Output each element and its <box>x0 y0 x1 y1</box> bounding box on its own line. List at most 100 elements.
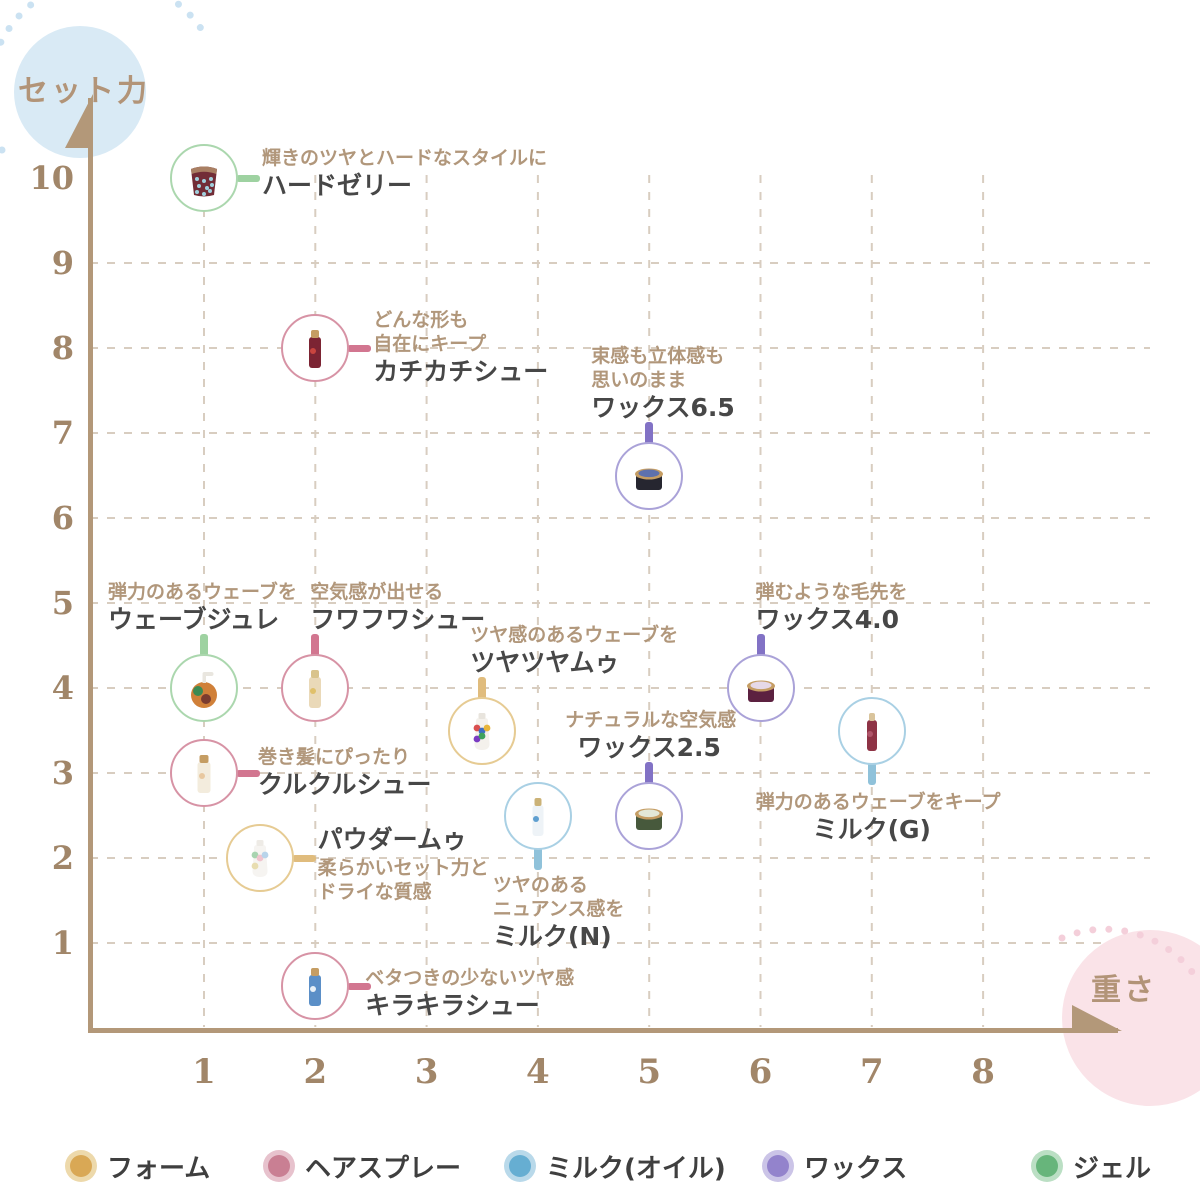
legend-dot <box>762 1150 794 1182</box>
product-marker[interactable] <box>281 654 350 722</box>
product-icon <box>635 468 664 490</box>
legend-label: ジェル <box>1073 1153 1152 1184</box>
product-connector <box>236 175 260 182</box>
product-connector <box>200 634 208 657</box>
y-tick-label: 5 <box>51 584 74 622</box>
product-icon <box>251 840 269 877</box>
product-marker[interactable] <box>615 781 684 850</box>
product-desc: 自在にキープ <box>373 333 487 355</box>
product-name: パウダームゥ <box>317 825 467 854</box>
legend-label: ヘアスプレー <box>305 1153 462 1184</box>
product-marker[interactable] <box>837 696 906 765</box>
legend-item: フォーム <box>65 1149 210 1184</box>
product-desc: ニュアンス感を <box>492 897 625 920</box>
product-icon <box>635 808 664 830</box>
product-label: ツヤのある ニュアンス感を ミルク(N) <box>493 873 624 953</box>
product-icon <box>473 712 491 750</box>
product-desc: ツヤ感のあるウェーブを <box>470 623 679 646</box>
product-desc: 巻き髪にぴったり <box>258 746 411 768</box>
product-connector <box>645 421 654 445</box>
product-label: 弾むような毛先を ワックス4.0 <box>756 580 908 636</box>
y-tick-label: 3 <box>51 754 74 792</box>
x-tick-label: 6 <box>748 1052 773 1092</box>
product-marker[interactable] <box>726 654 795 722</box>
product-label: どんな形も 自在にキープ カチカチシュー <box>373 308 548 388</box>
product-marker[interactable] <box>503 781 572 850</box>
product-marker[interactable] <box>170 654 238 722</box>
product-icon <box>191 672 217 708</box>
product-label: 弾力のあるウェーブをキープ ミルク(G) <box>755 790 1001 846</box>
product-desc: どんな形も <box>373 309 469 331</box>
product-name: ツヤツヤムゥ <box>470 647 620 677</box>
product-name: ミルク(N) <box>492 921 612 951</box>
product-icon <box>191 166 217 197</box>
y-axis-bubble <box>14 26 146 158</box>
product-marker[interactable] <box>281 314 350 382</box>
x-tick-label: 8 <box>971 1052 995 1092</box>
product-label: 弾力のあるウェーブを ウェーブジュレ <box>108 580 297 636</box>
product-label: ベタつきの少ないツヤ感 キラキラシュー <box>365 966 574 1022</box>
y-axis-arrow <box>65 94 93 148</box>
x-tick-label: 4 <box>526 1052 550 1092</box>
product-connector <box>347 982 372 990</box>
product-name: ミルク(G) <box>812 814 931 844</box>
y-tick-label: 1 <box>51 924 74 962</box>
product-connector <box>311 634 320 657</box>
legend-dot <box>263 1150 295 1182</box>
product-icon <box>532 797 544 836</box>
product-icon <box>309 967 322 1006</box>
product-name: キラキラシュー <box>365 990 540 1020</box>
product-icon <box>866 712 877 751</box>
product-name: ウェーブジュレ <box>108 605 280 634</box>
product-label: 空気感が出せる フワフワシュー <box>310 580 485 636</box>
product-desc: 弾力のあるウェーブをキープ <box>755 790 1001 813</box>
product-desc: ドライな質感 <box>317 881 432 903</box>
y-tick-label: 10 <box>29 159 74 197</box>
legend-label: ミルク(オイル) <box>546 1153 726 1184</box>
legend-item: ヘアスプレー <box>263 1149 462 1184</box>
legend-dot <box>65 1150 97 1182</box>
y-tick-label: 7 <box>51 414 74 452</box>
product-icon <box>309 670 322 708</box>
product-label: 束感も立体感も 思いのまま ワックス6.5 <box>591 344 735 424</box>
product-marker[interactable] <box>225 824 294 892</box>
legend-dot <box>1031 1150 1063 1182</box>
product-label: ツヤ感のあるウェーブを ツヤツヤムゥ <box>470 623 678 679</box>
product-desc: 束感も立体感も <box>591 344 725 367</box>
x-tick-label: 5 <box>637 1052 662 1092</box>
x-tick-label: 7 <box>859 1052 884 1092</box>
product-marker[interactable] <box>281 951 350 1020</box>
product-label: パウダームゥ柔らかいセット力と ドライな質感 <box>318 824 489 904</box>
product-marker[interactable] <box>615 441 684 510</box>
product-connector <box>478 676 487 700</box>
y-tick-label: 4 <box>51 669 74 707</box>
product-marker[interactable] <box>170 144 238 212</box>
product-connector <box>756 634 765 657</box>
y-axis-label: セット力 <box>18 74 150 109</box>
product-name: クルクルシュー <box>258 770 432 799</box>
product-icon <box>197 755 211 793</box>
y-tick-label: 6 <box>51 499 74 537</box>
y-tick-label: 2 <box>51 839 74 877</box>
product-marker[interactable] <box>170 739 238 807</box>
product-connector <box>347 345 372 352</box>
legend-item: ミルク(オイル) <box>504 1149 726 1184</box>
product-name: ワックス4.0 <box>755 605 900 634</box>
product-label: 巻き髪にぴったり クルクルシュー <box>258 745 432 801</box>
product-label: 輝きのツヤとハードなスタイルに ハードゼリー <box>262 146 547 202</box>
legend-label: ワックス <box>804 1153 908 1184</box>
product-desc: 柔らかいセット力と <box>317 857 489 879</box>
product-desc: ベタつきの少ないツヤ感 <box>365 966 575 989</box>
product-marker[interactable] <box>448 696 517 765</box>
legend-item: ワックス <box>762 1149 908 1184</box>
x-axis-arrow <box>1072 1005 1122 1031</box>
product-name: ワックス2.5 <box>577 732 721 762</box>
y-tick-label: 9 <box>51 244 74 282</box>
product-icon <box>309 330 322 368</box>
product-name: カチカチシュー <box>373 357 549 386</box>
product-connector <box>291 855 316 862</box>
